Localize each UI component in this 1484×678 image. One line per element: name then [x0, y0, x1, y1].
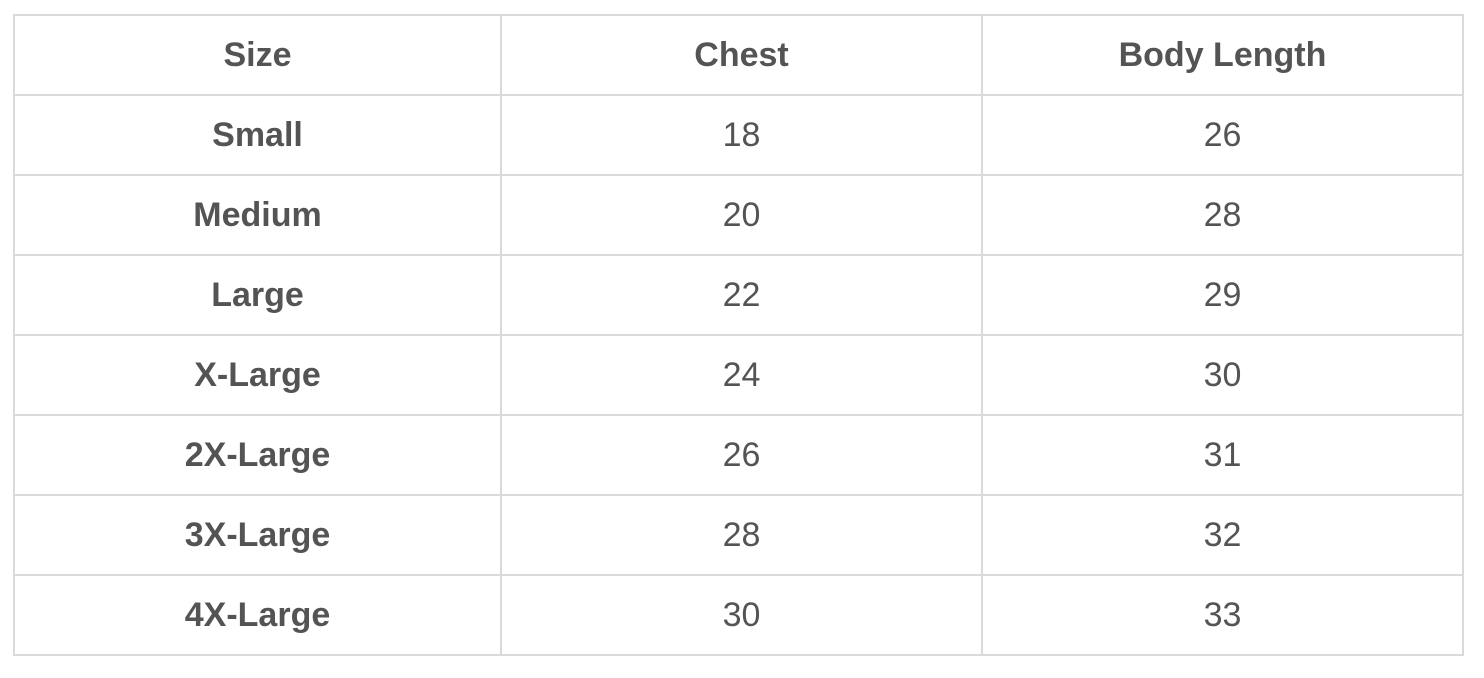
cell-body-length: 33 [981, 574, 1464, 656]
cell-size: 4X-Large [13, 574, 502, 656]
table-row-small: Small 18 26 [13, 94, 1464, 176]
cell-body-length: 28 [981, 174, 1464, 256]
cell-size: Large [13, 254, 502, 336]
cell-chest: 20 [500, 174, 983, 256]
cell-chest: 18 [500, 94, 983, 176]
table-row-2x-large: 2X-Large 26 31 [13, 414, 1464, 496]
cell-size: 2X-Large [13, 414, 502, 496]
header-row: Size Chest Body Length [13, 14, 1464, 96]
column-header-chest: Chest [500, 14, 983, 96]
size-chart-container: Size Chest Body Length Small 18 26 Mediu… [13, 14, 1464, 656]
cell-size: X-Large [13, 334, 502, 416]
size-chart-table: Size Chest Body Length Small 18 26 Mediu… [13, 14, 1464, 656]
cell-chest: 28 [500, 494, 983, 576]
cell-body-length: 32 [981, 494, 1464, 576]
table-row-medium: Medium 20 28 [13, 174, 1464, 256]
column-header-size: Size [13, 14, 502, 96]
column-header-body-length: Body Length [981, 14, 1464, 96]
cell-body-length: 26 [981, 94, 1464, 176]
cell-size: 3X-Large [13, 494, 502, 576]
cell-size: Medium [13, 174, 502, 256]
cell-chest: 22 [500, 254, 983, 336]
cell-body-length: 29 [981, 254, 1464, 336]
cell-chest: 26 [500, 414, 983, 496]
table-row-large: Large 22 29 [13, 254, 1464, 336]
cell-body-length: 31 [981, 414, 1464, 496]
table-row-x-large: X-Large 24 30 [13, 334, 1464, 416]
table-row-4x-large: 4X-Large 30 33 [13, 574, 1464, 656]
cell-body-length: 30 [981, 334, 1464, 416]
table-row-3x-large: 3X-Large 28 32 [13, 494, 1464, 576]
cell-chest: 30 [500, 574, 983, 656]
cell-chest: 24 [500, 334, 983, 416]
cell-size: Small [13, 94, 502, 176]
